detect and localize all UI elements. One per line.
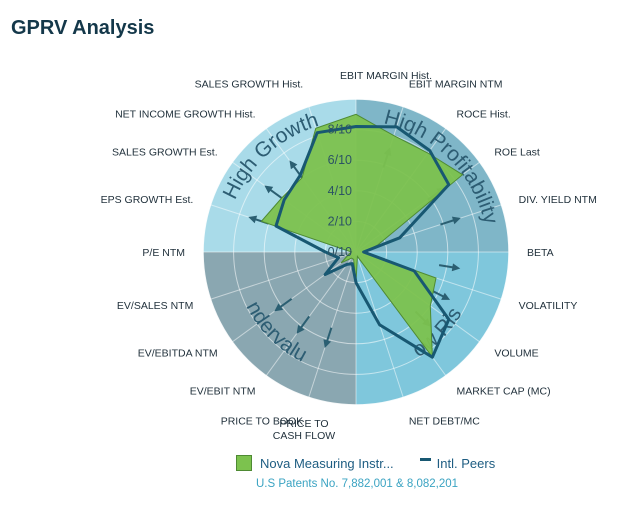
legend-swatch-nova — [236, 455, 252, 471]
axis-label: ROE Last — [494, 146, 540, 158]
axis-label: P/E NTM — [142, 247, 185, 259]
grid-spoke — [210, 251, 357, 300]
axis-label: SALES GROWTH Est. — [112, 146, 218, 158]
tick-label: 8/10 — [328, 123, 352, 137]
axis-label: EV/EBIT NTM — [190, 385, 256, 397]
axis-label: NET DEBT/MC — [409, 416, 480, 428]
trend-down-arrow-icon — [274, 297, 293, 312]
grid-spoke — [308, 251, 357, 398]
trend-down-arrow-icon — [296, 315, 311, 334]
tick-label: 6/10 — [328, 153, 352, 167]
axis-label: EV/EBITDA NTM — [138, 348, 218, 360]
axis-label: NET INCOME GROWTH Hist. — [115, 109, 255, 121]
chart-legend: Nova Measuring Instr... Intl. Peers — [236, 455, 495, 471]
axis-label: MARKET CAP (MC) — [457, 385, 551, 397]
axis-label: SALES GROWTH Hist. — [195, 78, 304, 90]
axis-label: BETA — [527, 247, 554, 259]
axis-label: EV/SALES NTM — [117, 300, 193, 312]
axis-label: PRICE TO CASH FLOW — [273, 418, 336, 442]
tick-label: 0/10 — [328, 245, 352, 259]
tick-label: 4/10 — [328, 184, 352, 198]
axis-label: PRICE TO BOOK — [221, 416, 303, 428]
page-title: GPRV Analysis — [11, 17, 155, 39]
grid-spoke — [265, 251, 357, 377]
trend-up-arrow-icon — [440, 216, 461, 226]
legend-label-nova: Nova Measuring Instr... — [260, 455, 394, 471]
axis-label: DIV. YIELD NTM — [519, 194, 597, 206]
axis-label: EPS GROWTH Est. — [101, 194, 194, 206]
trend-up-arrow-icon — [264, 185, 283, 199]
tick-label: 2/10 — [328, 214, 352, 228]
series-peers-line — [274, 125, 451, 359]
trend-down-arrow-icon — [323, 327, 333, 349]
axis-label: VOLUME — [494, 348, 538, 360]
axis-label: VOLATILITY — [519, 300, 578, 312]
axis-label: EBIT MARGIN NTM — [409, 78, 503, 90]
legend-swatch-peers — [419, 457, 431, 461]
trend-down-arrow-icon — [438, 263, 461, 272]
axis-label: ROCE Hist. — [457, 109, 511, 121]
patent-notice: U.S Patents No. 7,882,001 & 8,082,201 — [256, 478, 459, 490]
grid-spoke — [231, 251, 357, 343]
legend-label-peers: Intl. Peers — [436, 455, 496, 471]
axis-label: EBIT MARGIN Hist. — [340, 70, 432, 82]
